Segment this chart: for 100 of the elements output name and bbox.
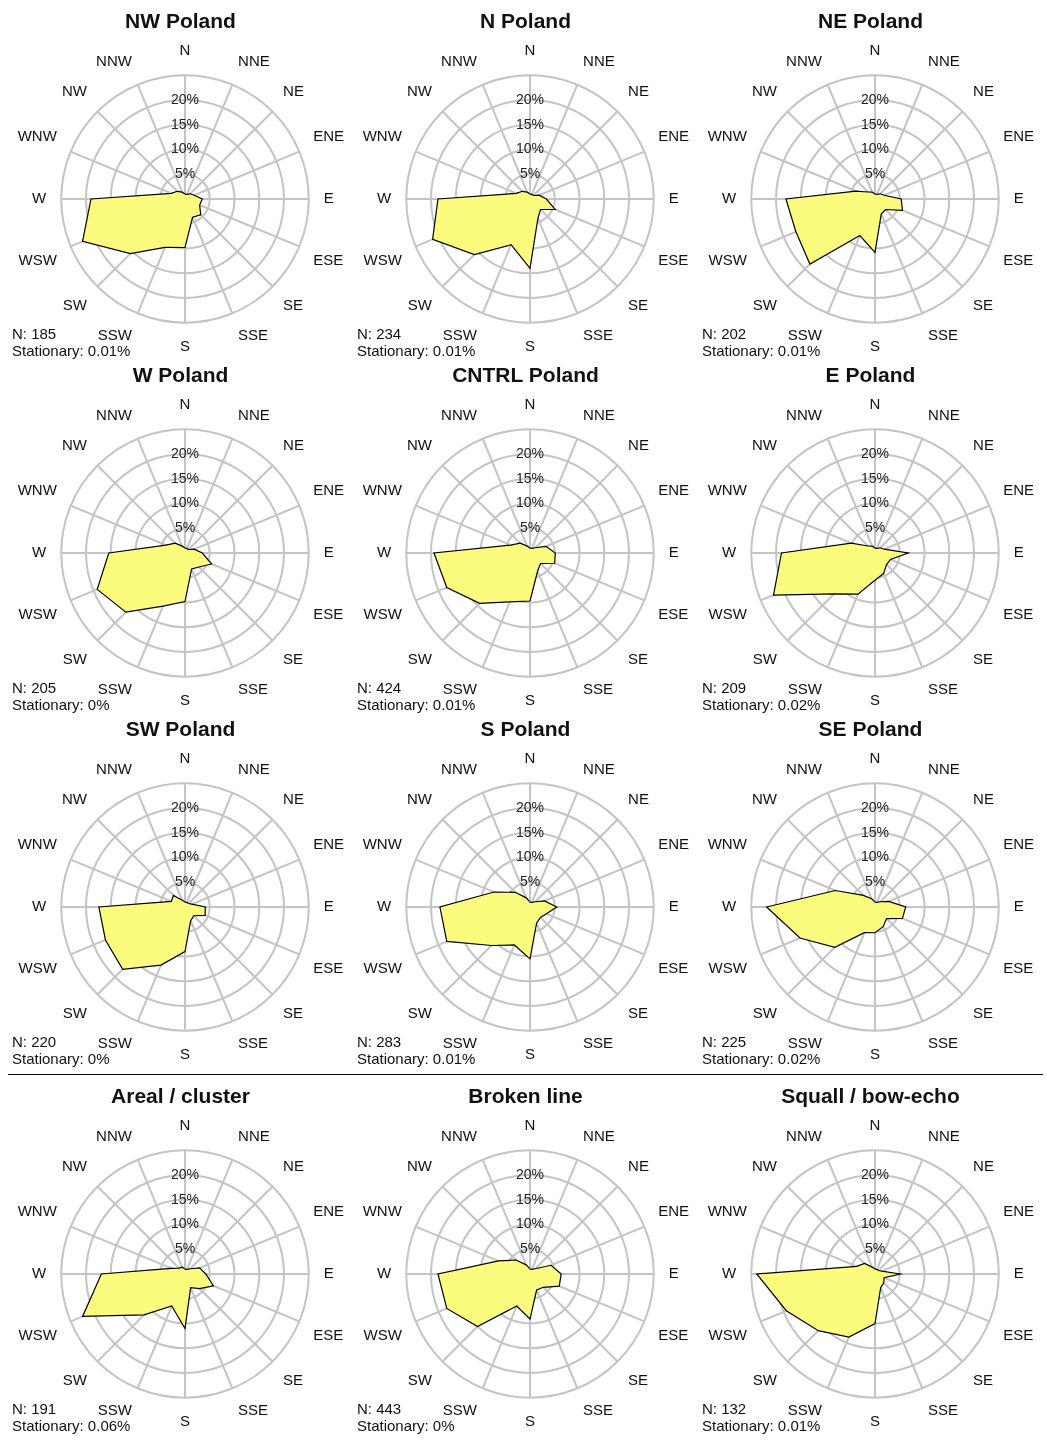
y-tick-label: 5% [864, 165, 886, 182]
spoke-label: W [722, 897, 738, 915]
spoke-label: WSW [18, 959, 58, 977]
spoke-label: SSW [97, 326, 133, 344]
y-tick-label: 10% [515, 848, 545, 865]
spoke-label: ESE [658, 1326, 689, 1344]
spoke-label: SE [283, 296, 304, 314]
spoke-label: S [179, 690, 191, 708]
text: Stationary: 0.02% [702, 696, 821, 713]
spoke-label: S [524, 690, 536, 708]
spoke-label: SE [283, 650, 304, 668]
spoke-label: NNE [928, 1126, 960, 1144]
spoke-label: ESE [313, 605, 344, 623]
spoke-label: N [524, 1116, 536, 1134]
spoke-label: E [323, 543, 334, 561]
spoke-label: N [524, 749, 536, 767]
spoke-label: WSW [18, 251, 58, 269]
spoke-label: N [524, 41, 536, 59]
spoke-label: SE [283, 1371, 304, 1389]
spoke-label: SE [628, 1371, 649, 1389]
spoke-label: SW [62, 296, 88, 314]
spoke-label: WSW [708, 605, 748, 623]
spoke-label: E [323, 1264, 334, 1282]
y-tick-label: 20% [515, 1165, 545, 1182]
chart-title: N Poland [479, 9, 572, 33]
y-tick-label: 10% [170, 140, 200, 157]
spoke-label: SE [283, 1004, 304, 1022]
spoke-label: N [869, 395, 881, 413]
spoke-label: NNW [96, 1126, 133, 1144]
spoke-label: W [32, 189, 48, 207]
y-tick-label: 10% [515, 140, 545, 157]
spoke-label: SE [973, 1004, 994, 1022]
y-tick-label: 10% [170, 494, 200, 511]
spoke-label: E [1013, 189, 1024, 207]
spoke-label: SSW [787, 1401, 823, 1419]
spoke-label: SW [62, 1371, 88, 1389]
y-tick-label: 20% [170, 798, 200, 815]
spoke-label: NNE [238, 51, 270, 69]
y-tick-label: 20% [860, 444, 890, 461]
spoke-label: S [179, 1411, 191, 1429]
spoke-label: ENE [658, 127, 690, 145]
spoke-label: ENE [313, 127, 345, 145]
spoke-label: NNE [928, 51, 960, 69]
spoke-label: WSW [363, 605, 403, 623]
spoke-label: SSE [928, 326, 959, 344]
spoke-label: ESE [658, 605, 689, 623]
spoke-label: SSW [442, 1034, 478, 1052]
spoke-label: SSE [238, 680, 269, 698]
text: Stationary: 0.06% [12, 1417, 131, 1434]
spoke-label: E [1013, 897, 1024, 915]
spoke-label: N [179, 1116, 191, 1134]
text: N: 205 [12, 679, 57, 696]
y-tick-label: 20% [515, 444, 545, 461]
spoke-label: ENE [658, 481, 690, 499]
spoke-label: NE [628, 82, 649, 100]
spoke-label: N [869, 749, 881, 767]
spoke-label: E [668, 543, 679, 561]
spoke-label: S [869, 690, 881, 708]
y-tick-label: 20% [170, 1165, 200, 1182]
spoke-label: ENE [313, 481, 345, 499]
spoke-label: SW [407, 296, 433, 314]
y-tick-label: 5% [174, 519, 196, 536]
spoke-label: NNW [96, 405, 133, 423]
chart-title: Areal / cluster [111, 1084, 250, 1108]
spoke-label: ESE [313, 959, 344, 977]
text: N: 185 [12, 325, 57, 342]
spoke-label: NNE [238, 1126, 270, 1144]
spoke-label: SW [752, 1371, 778, 1389]
spoke-label: NW [61, 1157, 88, 1175]
y-tick-label: 15% [515, 1190, 545, 1207]
spoke-label: SW [752, 1004, 778, 1022]
spoke-label: NE [973, 790, 994, 808]
spoke-label: SSW [787, 326, 823, 344]
y-tick-label: 15% [515, 469, 545, 486]
chart-title: NE Poland [817, 9, 924, 33]
spoke-label: E [1013, 1264, 1024, 1282]
spoke-label: SW [752, 650, 778, 668]
spoke-label: SSW [97, 1401, 133, 1419]
spoke-label: NNW [786, 405, 823, 423]
y-tick-label: 5% [519, 873, 541, 890]
spoke-label: WNW [362, 1202, 403, 1220]
spoke-label: ENE [658, 1202, 690, 1220]
spoke-label: SW [407, 1371, 433, 1389]
spoke-label: ENE [1003, 1202, 1035, 1220]
spoke-label: NNE [583, 759, 615, 777]
spoke-label: WNW [362, 835, 403, 853]
spoke-label: E [323, 189, 334, 207]
spoke-label: ESE [1003, 1326, 1034, 1344]
text: Stationary: 0.02% [702, 1050, 821, 1067]
text: Stationary: 0% [12, 1050, 110, 1067]
spoke-label: N [179, 749, 191, 767]
y-tick-label: 5% [864, 519, 886, 536]
spoke-label: ESE [658, 251, 689, 269]
text: N: 225 [702, 1033, 747, 1050]
y-tick-label: 10% [170, 1215, 200, 1232]
spoke-label: SSW [787, 680, 823, 698]
spoke-label: SSE [238, 326, 269, 344]
spoke-label: NNW [441, 51, 478, 69]
spoke-label: E [668, 897, 679, 915]
y-tick-label: 15% [170, 115, 200, 132]
